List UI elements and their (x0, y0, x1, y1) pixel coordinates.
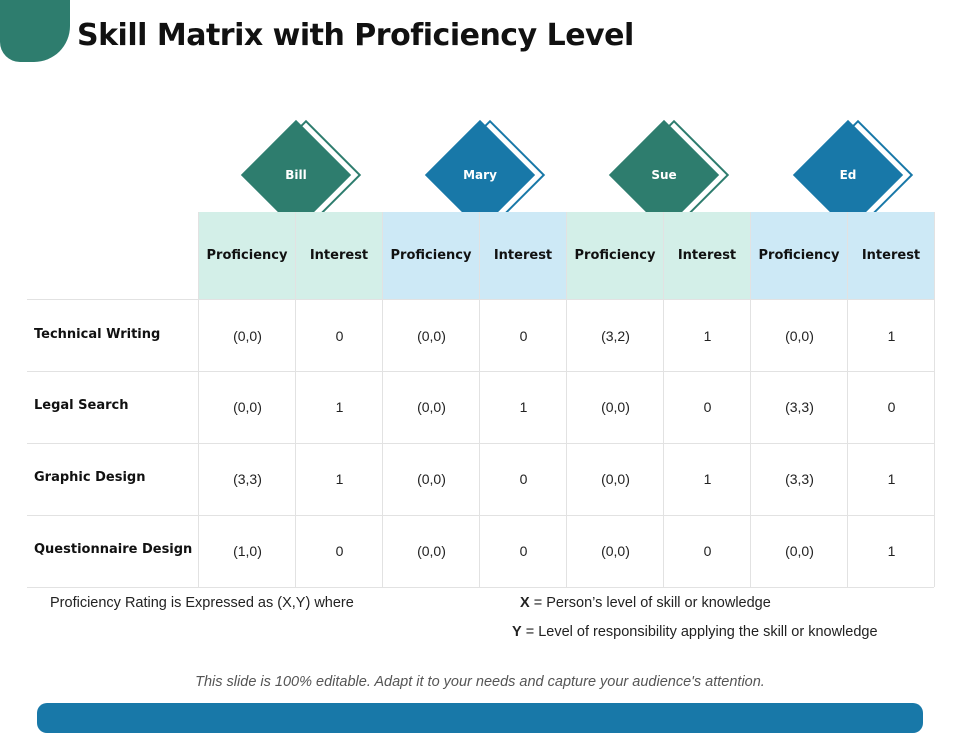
interest-cell: 0 (335, 542, 344, 559)
skill-label: Questionnaire Design (34, 542, 193, 557)
grid-line (27, 299, 934, 300)
proficiency-cell: (3,3) (785, 398, 814, 415)
grid-line (934, 212, 935, 587)
skill-label: Technical Writing (34, 327, 161, 342)
grid-line (198, 212, 199, 587)
grid-line (663, 212, 664, 587)
proficiency-cell: (3,2) (601, 327, 630, 344)
y-definition: Y = Level of responsibility applying the… (512, 624, 878, 640)
column-header-interest: Interest (296, 212, 382, 299)
corner-tab-decoration (0, 0, 70, 62)
person-diamond-bill: Bill (239, 119, 363, 233)
x-text: = Person’s level of skill or knowledge (529, 595, 771, 611)
person-name: Sue (651, 168, 677, 182)
person-name: Mary (463, 168, 497, 182)
proficiency-cell: (3,3) (785, 470, 814, 487)
y-key: Y (512, 624, 522, 640)
rating-note: Proficiency Rating is Expressed as (X,Y)… (50, 595, 354, 611)
interest-cell: 0 (703, 398, 712, 415)
interest-cell: 0 (703, 542, 712, 559)
person-name: Bill (285, 168, 307, 182)
interest-cell: 0 (335, 327, 344, 344)
y-text: = Level of responsibility applying the s… (521, 624, 878, 640)
x-key: X (520, 595, 530, 611)
grid-line (566, 212, 567, 587)
interest-cell: 1 (703, 327, 712, 344)
proficiency-cell: (1,0) (233, 542, 262, 559)
grid-line (27, 587, 934, 588)
interest-cell: 1 (887, 470, 896, 487)
column-header-proficiency: Proficiency (751, 212, 847, 299)
grid-line (27, 443, 934, 444)
grid-line (295, 212, 296, 587)
interest-cell: 0 (519, 542, 528, 559)
proficiency-cell: (0,0) (233, 398, 262, 415)
column-header-interest: Interest (480, 212, 566, 299)
bottom-bar (37, 703, 923, 733)
interest-cell: 1 (887, 542, 896, 559)
grid-line (27, 371, 934, 372)
interest-cell: 0 (519, 327, 528, 344)
page-title: Skill Matrix with Proficiency Level (77, 18, 634, 53)
x-definition: X = Person’s level of skill or knowledge (520, 595, 771, 611)
footer-text: This slide is 100% editable. Adapt it to… (195, 674, 765, 690)
column-header-proficiency: Proficiency (199, 212, 295, 299)
grid-line (479, 212, 480, 587)
column-header-interest: Interest (664, 212, 750, 299)
person-name: Ed (839, 168, 857, 182)
grid-line (750, 212, 751, 587)
proficiency-cell: (0,0) (601, 470, 630, 487)
proficiency-cell: (0,0) (601, 542, 630, 559)
interest-cell: 1 (519, 398, 528, 415)
proficiency-cell: (0,0) (417, 470, 446, 487)
proficiency-cell: (0,0) (233, 327, 262, 344)
interest-cell: 0 (887, 398, 896, 415)
grid-line (847, 212, 848, 587)
proficiency-cell: (3,3) (233, 470, 262, 487)
interest-cell: 1 (335, 470, 344, 487)
proficiency-cell: (0,0) (417, 542, 446, 559)
interest-cell: 0 (519, 470, 528, 487)
proficiency-cell: (0,0) (785, 542, 814, 559)
interest-cell: 1 (887, 327, 896, 344)
column-header-proficiency: Proficiency (567, 212, 663, 299)
person-diamond-ed: Ed (791, 119, 915, 233)
column-header-interest: Interest (848, 212, 934, 299)
interest-cell: 1 (703, 470, 712, 487)
proficiency-cell: (0,0) (601, 398, 630, 415)
skill-label: Legal Search (34, 398, 129, 413)
proficiency-cell: (0,0) (417, 398, 446, 415)
grid-line (27, 515, 934, 516)
person-diamond-mary: Mary (423, 119, 547, 233)
skill-label: Graphic Design (34, 470, 146, 485)
person-diamond-sue: Sue (607, 119, 731, 233)
grid-line (382, 212, 383, 587)
interest-cell: 1 (335, 398, 344, 415)
column-header-proficiency: Proficiency (383, 212, 479, 299)
proficiency-cell: (0,0) (417, 327, 446, 344)
proficiency-cell: (0,0) (785, 327, 814, 344)
